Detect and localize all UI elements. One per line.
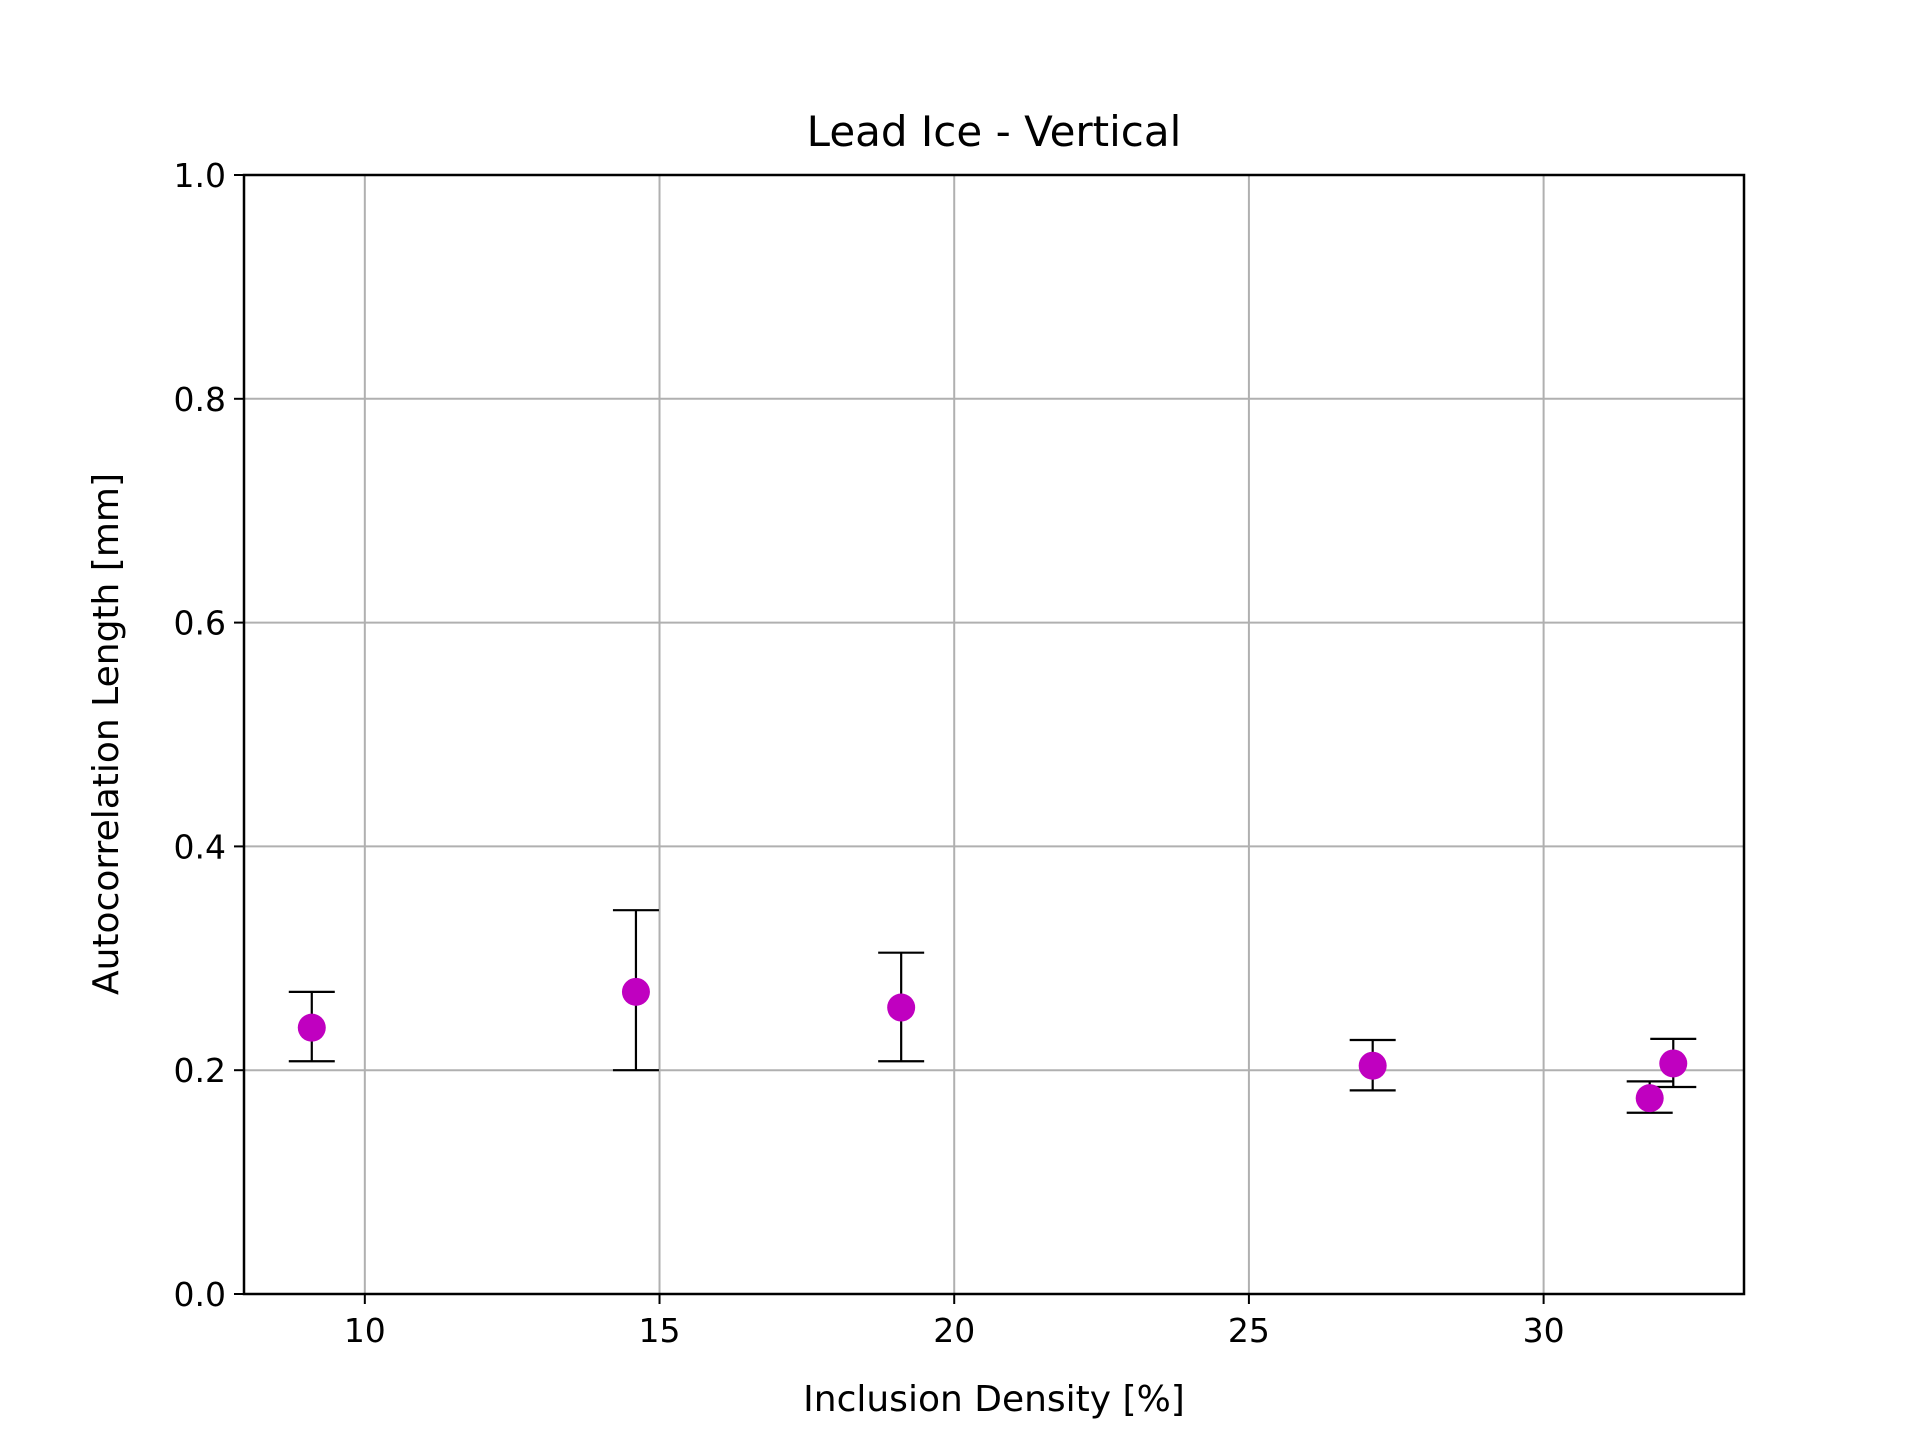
y-tick-label: 0.0 — [174, 1275, 226, 1314]
y-tick-label: 0.4 — [174, 827, 226, 866]
data-point — [297, 1013, 326, 1042]
chart-title: Lead Ice - Vertical — [807, 107, 1182, 156]
data-point — [887, 993, 916, 1022]
plot-frame — [242, 173, 1746, 1296]
y-tick-label: 1.0 — [174, 156, 226, 195]
data-point — [1358, 1051, 1387, 1080]
x-tick-label: 10 — [344, 1311, 386, 1350]
data-point — [1659, 1049, 1688, 1078]
x-axis-label: Inclusion Density [%] — [803, 1379, 1185, 1420]
y-axis-label: Autocorrelation Length [mm] — [86, 473, 127, 995]
x-tick-label: 25 — [1228, 1311, 1270, 1350]
y-tick-label: 0.8 — [174, 380, 226, 419]
x-tick-label: 30 — [1523, 1311, 1565, 1350]
x-tick-label: 15 — [639, 1311, 681, 1350]
data-point — [1635, 1084, 1664, 1113]
ticks: 10 15 20 25 30 0.0 0.2 0.4 0.6 0.8 1.0 — [174, 156, 1565, 1350]
grid — [244, 175, 1744, 1294]
data-point — [621, 977, 650, 1006]
y-tick-label: 0.6 — [174, 604, 226, 643]
data-points — [297, 977, 1688, 1113]
x-tick-label: 20 — [933, 1311, 975, 1350]
y-tick-label: 0.2 — [174, 1051, 226, 1090]
